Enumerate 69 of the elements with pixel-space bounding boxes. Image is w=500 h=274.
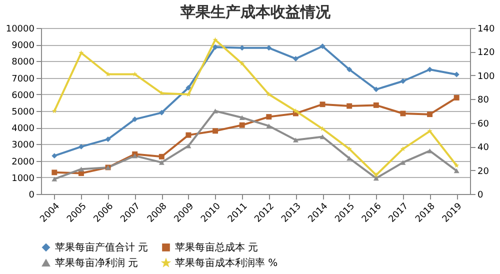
point: [427, 112, 433, 118]
y2-tick-label: 60: [478, 119, 490, 130]
legend-label: 苹果每亩成本利润率 %: [175, 257, 278, 269]
point: [320, 44, 326, 49]
chart-title: 苹果生产成本收益情况: [180, 3, 332, 21]
point: [159, 90, 164, 96]
point: [427, 128, 432, 134]
point: [186, 143, 192, 148]
point: [105, 136, 111, 142]
y2-tick-label: 100: [478, 72, 495, 82]
point: [212, 108, 218, 114]
point: [239, 115, 245, 120]
point: [346, 66, 352, 72]
y-tick-label: 8000: [12, 58, 35, 68]
legend-label: 苹果每亩产值合计 元: [55, 241, 148, 254]
point: [132, 72, 138, 76]
y-tick-label: 10000: [6, 24, 35, 34]
point: [374, 172, 379, 178]
y-tick-label: 2000: [12, 157, 35, 168]
point: [320, 102, 326, 108]
point: [454, 162, 460, 168]
point: [158, 154, 164, 160]
point: [400, 78, 406, 84]
point: [52, 153, 58, 159]
y2-tick-label: 40: [478, 143, 490, 154]
legend-label: 苹果每亩总成本 元: [175, 241, 258, 254]
point: [454, 168, 460, 174]
point: [52, 176, 58, 182]
point: [373, 102, 379, 108]
y-tick-label: 7000: [12, 74, 35, 84]
point: [212, 128, 218, 134]
point: [266, 114, 272, 120]
point: [400, 160, 406, 165]
point: [239, 60, 245, 66]
point: [52, 108, 58, 114]
point: [266, 92, 272, 97]
y2-tick-label: 120: [478, 48, 495, 58]
y-tick-label: 0: [28, 190, 35, 200]
point: [52, 170, 58, 176]
point: [346, 146, 352, 152]
y-tick-label: 3000: [12, 140, 35, 151]
point: [132, 116, 138, 122]
point: [400, 110, 406, 116]
point: [266, 124, 272, 128]
point: [78, 144, 84, 150]
y-tick-label: 5000: [12, 108, 35, 118]
y-tick-label: 9000: [12, 41, 35, 52]
y2-tick-label: 20: [478, 166, 490, 177]
point: [158, 110, 164, 116]
point: [78, 166, 84, 172]
y-tick-label: 6000: [12, 90, 35, 101]
point: [186, 85, 192, 90]
y-tick-label: 1000: [12, 174, 35, 184]
point: [454, 94, 460, 100]
point: [186, 132, 192, 138]
point: [346, 103, 352, 109]
point: [239, 122, 245, 128]
y2-tick-label: 140: [478, 24, 495, 34]
point: [292, 56, 298, 62]
y2-tick-label: 0: [478, 190, 484, 200]
point: [292, 138, 298, 142]
point: [158, 160, 164, 165]
point: [454, 72, 460, 78]
y2-tick-label: 80: [478, 96, 490, 106]
point: [373, 86, 379, 92]
point: [373, 176, 379, 181]
legend-label: 苹果每亩净利润 元: [55, 257, 138, 269]
point: [78, 50, 84, 56]
y-tick-label: 4000: [12, 124, 35, 134]
